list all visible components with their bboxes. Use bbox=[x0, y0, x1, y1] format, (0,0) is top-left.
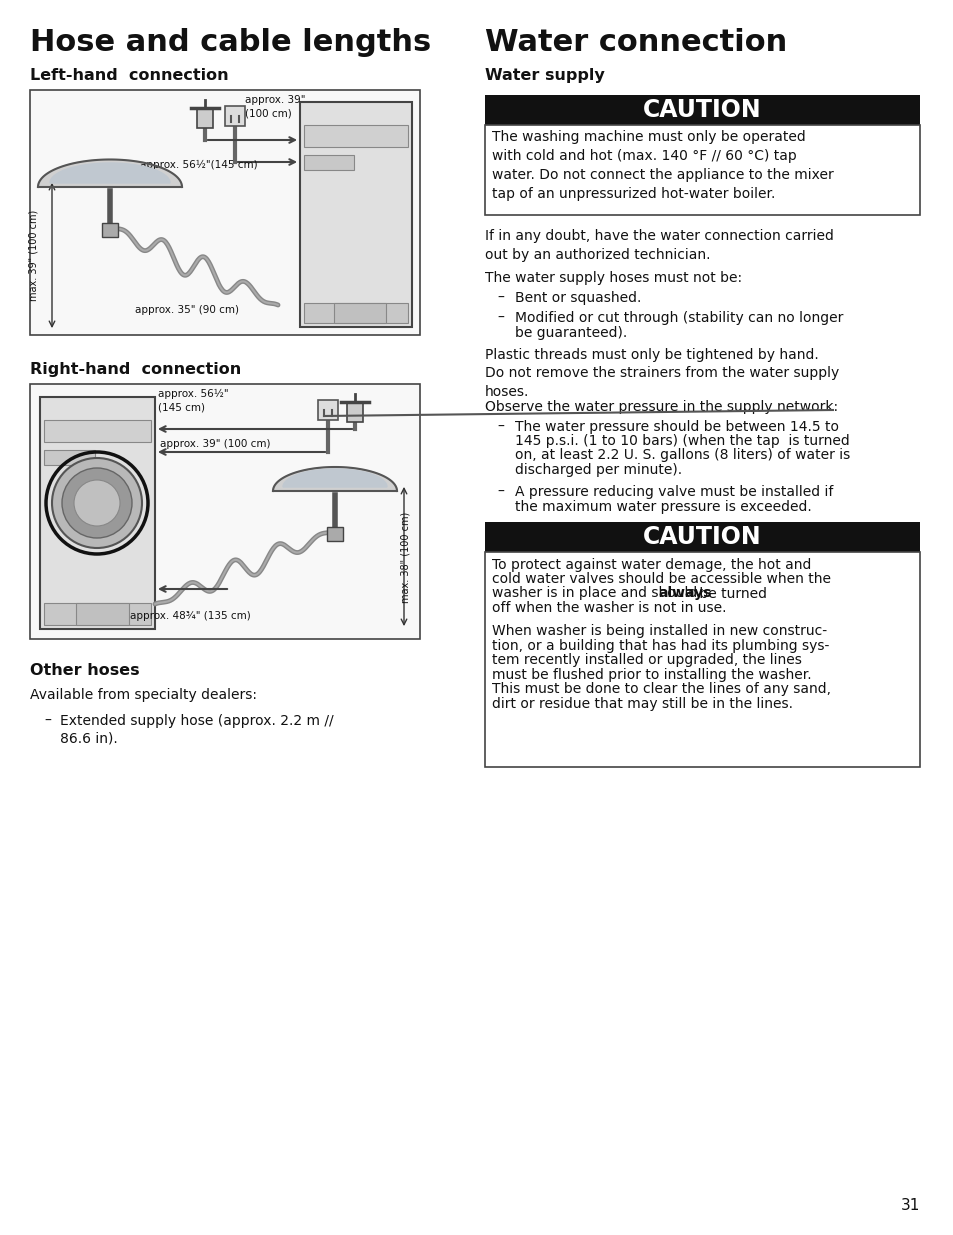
Bar bbox=[225, 106, 245, 126]
Text: The water supply hoses must not be:: The water supply hoses must not be: bbox=[484, 270, 741, 285]
Bar bbox=[327, 527, 343, 541]
Text: dirt or residue that may still be in the lines.: dirt or residue that may still be in the… bbox=[492, 697, 792, 710]
Text: approx. 48¾" (135 cm): approx. 48¾" (135 cm) bbox=[130, 611, 251, 621]
Text: approx. 39": approx. 39" bbox=[245, 95, 305, 105]
Text: –: – bbox=[497, 485, 503, 499]
Circle shape bbox=[74, 480, 120, 526]
Text: CAUTION: CAUTION bbox=[642, 98, 761, 122]
Text: Plastic threads must only be tightened by hand.
Do not remove the strainers from: Plastic threads must only be tightened b… bbox=[484, 347, 839, 399]
Text: 86.6 in).: 86.6 in). bbox=[60, 731, 117, 745]
Text: (100 cm): (100 cm) bbox=[245, 107, 292, 119]
Text: discharged per minute).: discharged per minute). bbox=[515, 463, 681, 477]
Bar bbox=[317, 400, 337, 420]
Bar bbox=[44, 420, 151, 442]
Bar bbox=[484, 552, 919, 767]
Text: be guaranteed).: be guaranteed). bbox=[515, 326, 626, 340]
Text: This must be done to clear the lines of any sand,: This must be done to clear the lines of … bbox=[492, 682, 830, 697]
Text: The washing machine must only be operated
with cold and hot (max. 140 °F // 60 °: The washing machine must only be operate… bbox=[492, 130, 833, 201]
Text: max. 38" (100 cm): max. 38" (100 cm) bbox=[400, 511, 411, 603]
Bar bbox=[334, 303, 386, 324]
Bar bbox=[30, 384, 419, 638]
Text: Right-hand  connection: Right-hand connection bbox=[30, 362, 241, 377]
Text: Hose and cable lengths: Hose and cable lengths bbox=[30, 28, 431, 57]
Text: must be flushed prior to installing the washer.: must be flushed prior to installing the … bbox=[492, 668, 811, 682]
Text: Water connection: Water connection bbox=[484, 28, 786, 57]
Polygon shape bbox=[38, 159, 182, 186]
Text: To protect against water demage, the hot and: To protect against water demage, the hot… bbox=[492, 557, 810, 572]
Bar bbox=[196, 107, 213, 128]
Text: the maximum water pressure is exceeded.: the maximum water pressure is exceeded. bbox=[515, 499, 811, 514]
Bar bbox=[304, 303, 408, 324]
Text: max. 39" (100 cm): max. 39" (100 cm) bbox=[29, 210, 39, 300]
Text: 31: 31 bbox=[900, 1198, 919, 1213]
Text: When washer is being installed in new construc-: When washer is being installed in new co… bbox=[492, 624, 826, 638]
Text: approx. 39" (100 cm): approx. 39" (100 cm) bbox=[160, 438, 271, 450]
Text: on, at least 2.2 U. S. gallons (8 liters) of water is: on, at least 2.2 U. S. gallons (8 liters… bbox=[515, 448, 849, 462]
Text: CAUTION: CAUTION bbox=[642, 525, 761, 548]
Text: washer is in place and should: washer is in place and should bbox=[492, 587, 700, 600]
Text: Modified or cut through (stability can no longer: Modified or cut through (stability can n… bbox=[515, 311, 842, 325]
Text: –: – bbox=[497, 311, 503, 325]
Text: approx. 56½": approx. 56½" bbox=[158, 389, 229, 399]
Text: tem recently installed or upgraded, the lines: tem recently installed or upgraded, the … bbox=[492, 653, 801, 667]
Bar bbox=[484, 521, 919, 552]
Text: –: – bbox=[44, 714, 51, 727]
Text: be turned: be turned bbox=[695, 587, 766, 600]
Text: Observe the water pressure in the supply network:: Observe the water pressure in the supply… bbox=[484, 399, 838, 414]
Bar bbox=[44, 450, 95, 466]
Text: A pressure reducing valve must be installed if: A pressure reducing valve must be instal… bbox=[515, 485, 833, 499]
Circle shape bbox=[52, 458, 142, 548]
Bar bbox=[76, 603, 129, 625]
Bar bbox=[30, 90, 419, 335]
Circle shape bbox=[62, 468, 132, 538]
Text: 145 p.s.i. (1 to 10 bars) (when the tap  is turned: 145 p.s.i. (1 to 10 bars) (when the tap … bbox=[515, 433, 849, 448]
Text: The water pressure should be between 14.5 to: The water pressure should be between 14.… bbox=[515, 420, 838, 433]
Text: Available from specialty dealers:: Available from specialty dealers: bbox=[30, 688, 256, 701]
Bar bbox=[304, 125, 408, 147]
Text: Water supply: Water supply bbox=[484, 68, 604, 83]
Text: always: always bbox=[659, 587, 712, 600]
Bar bbox=[347, 403, 363, 422]
Bar bbox=[484, 125, 919, 215]
Bar bbox=[304, 156, 354, 170]
Text: If in any doubt, have the water connection carried
out by an authorized technici: If in any doubt, have the water connecti… bbox=[484, 228, 833, 262]
Text: Bent or squashed.: Bent or squashed. bbox=[515, 291, 640, 305]
Bar bbox=[102, 224, 118, 237]
Polygon shape bbox=[273, 467, 396, 492]
Text: –: – bbox=[497, 291, 503, 305]
Polygon shape bbox=[283, 469, 387, 487]
Text: tion, or a building that has had its plumbing sys-: tion, or a building that has had its plu… bbox=[492, 638, 828, 653]
Bar bbox=[40, 396, 154, 629]
Text: (145 cm): (145 cm) bbox=[158, 403, 205, 412]
Bar bbox=[484, 95, 919, 125]
Text: cold water valves should be accessible when the: cold water valves should be accessible w… bbox=[492, 572, 830, 585]
Text: Extended supply hose (approx. 2.2 m //: Extended supply hose (approx. 2.2 m // bbox=[60, 714, 334, 727]
Text: Left-hand  connection: Left-hand connection bbox=[30, 68, 229, 83]
Text: –: – bbox=[497, 420, 503, 433]
Text: approx. 35" (90 cm): approx. 35" (90 cm) bbox=[135, 305, 239, 315]
Bar bbox=[299, 103, 412, 327]
Bar bbox=[44, 603, 151, 625]
Text: approx. 56½"(145 cm): approx. 56½"(145 cm) bbox=[140, 161, 257, 170]
Text: off when the washer is not in use.: off when the washer is not in use. bbox=[492, 601, 726, 615]
Text: Other hoses: Other hoses bbox=[30, 663, 139, 678]
Polygon shape bbox=[50, 163, 170, 183]
